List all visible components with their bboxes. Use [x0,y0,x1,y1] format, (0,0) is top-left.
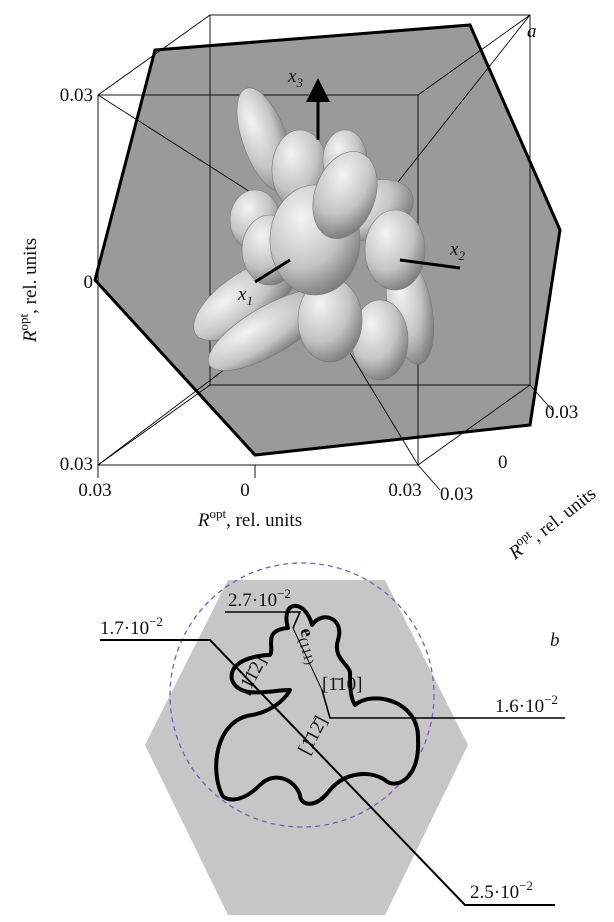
text-part: , rel. units [20,238,41,314]
text-part: −2 [149,614,163,629]
panel-label: a [527,21,537,42]
panel-b: b 2.7·10−2 1.7·10−2 1.6·10−2 2.5·10−2 e(… [100,563,565,915]
tick-label: 0.03 [388,480,421,501]
text-part: 2 [458,248,465,263]
text-part: 3 [295,75,303,90]
annotation: 1.6·10−2 [495,692,558,717]
panel-label: b [550,630,560,651]
text-part: opt [209,506,226,521]
text-part: , rel. units [527,483,600,546]
axis-label: Ropt, rel. units [197,506,302,531]
text-part: R [197,510,210,531]
text-part: −2 [277,586,291,601]
tick-label: 0 [84,272,94,293]
tick-label: 0.03 [60,454,93,475]
tick-label: 0.03 [545,402,578,423]
text-part: R [20,330,41,343]
axis-label: Ropt, rel. units [16,238,41,343]
annotation: 2.5·10−2 [470,878,533,903]
text-part: 1.7·10 [100,618,149,639]
tick-label: 0.03 [60,85,93,106]
panel-a: a x3 x2 x1 0.03 0 0.03 Ropt, rel. units … [16,15,600,565]
text-part: , rel. units [226,510,302,531]
axis-label: Ropt, rel. units [502,480,600,564]
text-part: −2 [544,692,558,707]
tick-label: 0 [240,480,250,501]
tick-label: 0.03 [440,484,473,505]
direction-label: [1̄10] [322,674,362,695]
text-part: 1.6·10 [495,696,544,717]
text-part: −2 [519,878,533,893]
tick-label: 0 [498,452,508,473]
text-part: 2.7·10 [228,590,277,611]
tick-label: 0.03 [78,480,111,501]
text-part: 1 [246,293,253,308]
annotation: 1.7·10−2 [100,614,163,639]
text-part: opt [16,314,31,331]
text-part: 2.5·10 [470,882,519,903]
figure: a x3 x2 x1 0.03 0 0.03 Ropt, rel. units … [0,0,614,922]
